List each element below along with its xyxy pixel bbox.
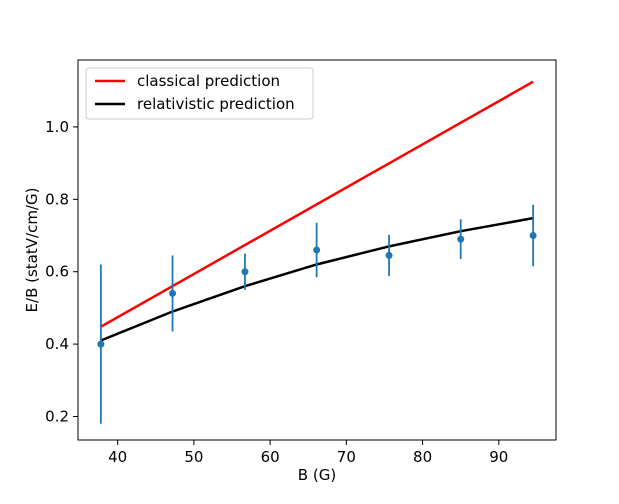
y-axis-label: E/B (statV/cm/G)	[23, 188, 41, 313]
data-point	[457, 236, 464, 243]
data-point	[97, 341, 104, 348]
x-tick-label: 90	[489, 448, 508, 466]
data-point	[386, 252, 393, 259]
y-tick-label: 0.2	[45, 407, 69, 425]
x-axis-label: B (G)	[298, 466, 336, 484]
data-point	[169, 290, 176, 297]
x-tick-label: 40	[108, 448, 127, 466]
y-tick-label: 0.6	[45, 263, 69, 281]
legend: classical prediction relativistic predic…	[86, 68, 313, 119]
x-tick-label: 60	[261, 448, 280, 466]
data-point	[241, 268, 248, 275]
x-tick-label: 70	[337, 448, 356, 466]
data-point	[313, 247, 320, 254]
x-tick-label: 50	[184, 448, 203, 466]
y-tick-label: 0.8	[45, 190, 69, 208]
x-tick-label: 80	[413, 448, 432, 466]
data-point	[530, 232, 537, 239]
legend-label-classical: classical prediction	[137, 72, 280, 90]
legend-label-relativistic: relativistic prediction	[137, 95, 295, 113]
y-tick-label: 0.4	[45, 335, 69, 353]
y-tick-label: 1.0	[45, 118, 69, 136]
